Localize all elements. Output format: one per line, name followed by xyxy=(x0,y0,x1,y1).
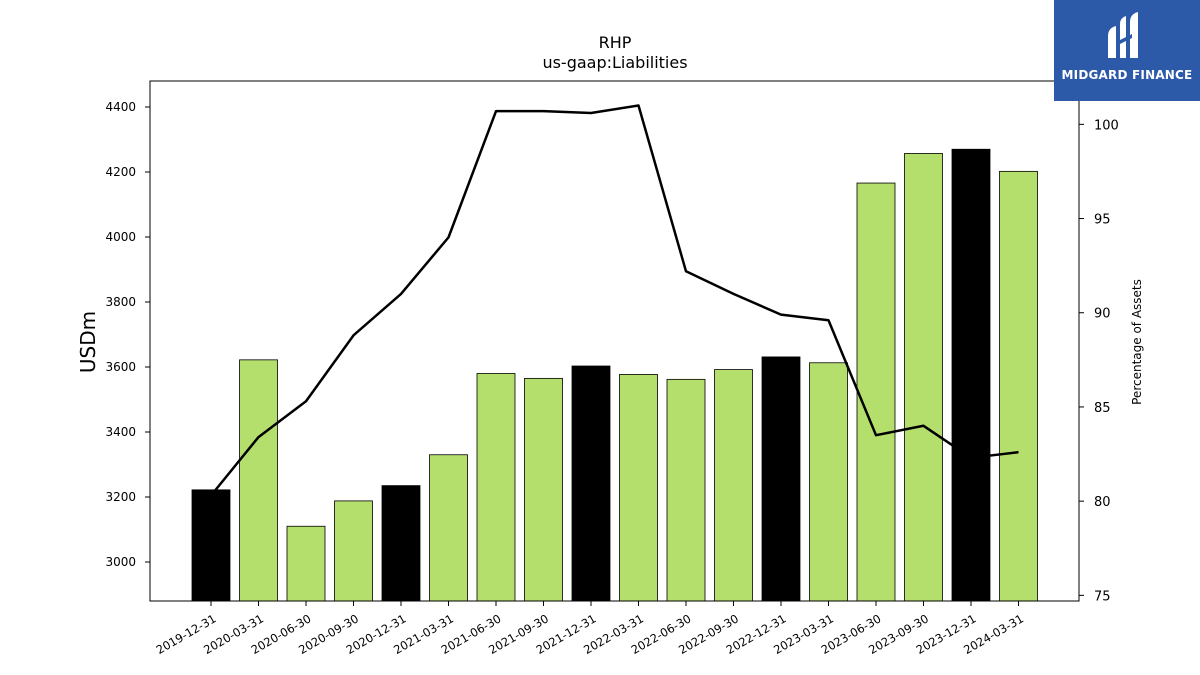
bar-2022-03-31 xyxy=(619,374,658,602)
line-layer xyxy=(210,104,1019,497)
y2-tick-label: 100 xyxy=(1094,118,1119,133)
bar-2021-06-30 xyxy=(476,373,516,602)
bar-2019-12-31 xyxy=(191,489,231,602)
bar-2022-06-30 xyxy=(666,378,706,602)
bar-2021-12-31 xyxy=(571,365,611,602)
brand-logo: MIDGARD FINANCE xyxy=(1054,0,1200,101)
percentage-line xyxy=(210,104,1019,497)
bar-2023-03-31 xyxy=(809,362,848,602)
bar-2023-09-30 xyxy=(904,153,943,602)
y-tick-label: 3400 xyxy=(105,425,136,439)
chart-subtitle: us-gaap:Liabilities xyxy=(542,53,687,72)
y-tick-label: 3000 xyxy=(105,555,136,569)
bar-2023-12-31 xyxy=(951,148,991,602)
bar-2020-09-30 xyxy=(334,500,373,602)
y-tick-label: 4000 xyxy=(105,230,136,244)
bar-2021-03-31 xyxy=(429,454,468,602)
plot-frame xyxy=(149,80,1080,602)
y-tick-label: 3800 xyxy=(105,295,136,309)
bar-2022-09-30 xyxy=(714,369,753,602)
bars-layer xyxy=(191,148,1038,602)
bar-2020-06-30 xyxy=(286,525,326,602)
y-tick-label: 4400 xyxy=(105,100,136,114)
chart-title: RHP xyxy=(599,33,632,52)
y2-tick-label: 85 xyxy=(1094,401,1111,416)
y2-tick-label: 80 xyxy=(1094,495,1111,510)
bar-2020-03-31 xyxy=(239,359,278,602)
y-tick-label: 3200 xyxy=(105,490,136,504)
y2-tick-label: 75 xyxy=(1094,589,1111,604)
y-axis-label: USDm xyxy=(76,311,100,373)
y2-axis-label: Percentage of Assets xyxy=(1130,279,1144,405)
y-tick-label: 3600 xyxy=(105,360,136,374)
y2-tick-label: 95 xyxy=(1094,213,1111,228)
bar-2022-12-31 xyxy=(761,356,801,602)
bar-2021-09-30 xyxy=(524,377,563,602)
y-tick-label: 4200 xyxy=(105,165,136,179)
bar-2023-06-30 xyxy=(856,182,896,602)
bar-2020-12-31 xyxy=(381,485,421,602)
y2-tick-label: 90 xyxy=(1094,307,1111,322)
bar-2024-03-31 xyxy=(999,170,1038,602)
logo-text: MIDGARD FINANCE xyxy=(1061,68,1193,82)
logo-mark-icon xyxy=(1108,12,1138,58)
